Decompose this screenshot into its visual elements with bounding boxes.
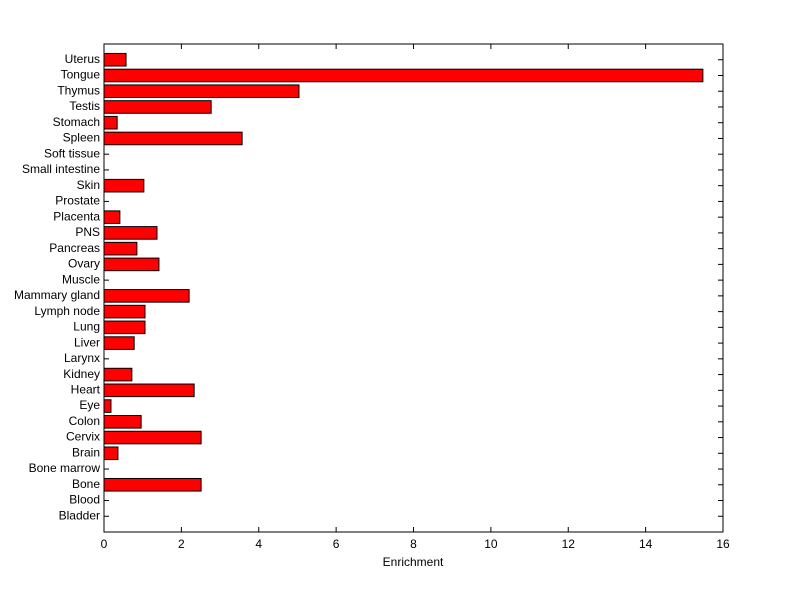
x-tick-label: 14 [639,537,653,551]
x-tick-label: 4 [255,537,262,551]
y-tick-label: Cervix [66,430,100,444]
bar [103,68,704,83]
x-tick-label: 2 [178,537,185,551]
y-tick-label: Placenta [53,209,100,223]
y-tick-label: Larynx [64,351,100,365]
bar [103,320,146,335]
y-tick-label: Soft tissue [44,146,100,160]
y-tick-label: Lymph node [34,304,100,318]
bar [103,257,160,272]
y-tick-label: Pancreas [49,241,100,255]
bar [103,477,202,492]
y-tick-label: Ovary [68,257,100,271]
x-axis-label: Enrichment [383,555,444,569]
plot-frame [103,43,724,533]
y-tick-label: Thymus [57,83,100,97]
bar [103,336,135,350]
bar [103,430,202,445]
y-tick-label: Testis [69,99,100,113]
y-tick-label: Blood [69,493,100,507]
y-tick-label: Spleen [63,131,100,145]
bar [103,289,190,303]
y-tick-label: Liver [74,335,100,349]
y-tick-label: Bone marrow [29,461,101,475]
y-tick-label: Skin [77,178,100,192]
y-tick-label: Prostate [55,194,100,208]
bar [103,226,158,240]
y-tick-label: Bladder [59,508,100,522]
y-tick-label: Stomach [53,115,100,129]
y-tick-label: Muscle [62,272,100,286]
y-tick-label: Lung [73,320,100,334]
bar [103,52,127,67]
y-tick-label: Eye [79,398,100,412]
x-tick-label: 8 [410,537,417,551]
x-tick-label: 6 [333,537,340,551]
x-tick-label: 10 [484,537,498,551]
bar [103,446,119,461]
bar [103,304,146,319]
bar [103,415,142,429]
y-tick-label: Small intestine [22,162,100,176]
bar [103,367,133,382]
bar [103,399,112,413]
x-tick-label: 12 [562,537,576,551]
bar [103,178,145,193]
bar [103,383,195,398]
y-tick-label: Kidney [63,367,100,381]
bar [103,210,121,224]
bar [103,131,243,146]
y-tick-label: Heart [71,382,101,396]
bar [103,241,138,256]
x-tick-label: 16 [716,537,730,551]
y-tick-label: Bone [72,477,100,491]
y-tick-label: PNS [75,225,100,239]
y-tick-label: Colon [69,414,100,428]
y-tick-label: Uterus [65,52,100,66]
y-tick-label: Brain [72,445,100,459]
bar [103,115,118,130]
bar [103,84,300,99]
y-tick-label: Tongue [61,68,101,82]
y-tick-label: Mammary gland [14,288,100,302]
bar [103,100,212,114]
x-tick-label: 0 [101,537,108,551]
